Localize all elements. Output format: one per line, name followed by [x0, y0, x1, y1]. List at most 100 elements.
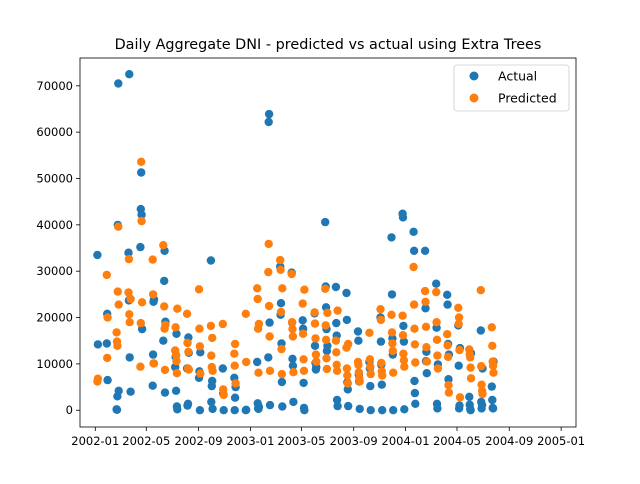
predicted-point — [288, 324, 297, 334]
actual-point — [444, 375, 453, 384]
actual-point — [476, 326, 485, 335]
chart-legend: Actual Predicted — [453, 64, 570, 112]
predicted-point — [149, 359, 159, 368]
actual-point — [378, 406, 387, 415]
actual-point — [342, 315, 352, 325]
y-tick-label: 50000 — [36, 172, 73, 186]
predicted-point — [454, 313, 464, 322]
predicted-point — [332, 366, 342, 375]
series-actual — [93, 70, 498, 415]
predicted-point — [195, 342, 205, 351]
predicted-point — [93, 374, 103, 383]
predicted-point — [466, 363, 475, 372]
predicted-point — [331, 336, 341, 345]
actual-point — [387, 290, 397, 299]
predicted-point — [278, 284, 287, 293]
actual-point — [159, 336, 168, 345]
actual-point — [160, 276, 169, 286]
predicted-point — [420, 286, 430, 296]
predicted-point — [159, 241, 168, 250]
series-predicted — [93, 157, 498, 402]
predicted-point — [276, 265, 285, 274]
predicted-point — [321, 284, 330, 293]
predicted-point — [322, 354, 331, 363]
predicted-point — [344, 339, 353, 349]
predicted-point — [323, 308, 332, 318]
actual-point — [265, 400, 275, 410]
actual-point — [264, 353, 273, 362]
actual-point — [443, 290, 452, 299]
predicted-point — [206, 321, 216, 331]
actual-point — [331, 282, 341, 292]
actual-point — [173, 405, 182, 414]
actual-point — [208, 376, 217, 386]
actual-point — [264, 117, 273, 127]
actual-point — [276, 299, 286, 308]
predicted-point — [113, 341, 122, 350]
actual-point — [160, 388, 170, 397]
predicted-point — [287, 318, 297, 327]
actual-point — [465, 392, 474, 401]
predicted-point — [184, 347, 193, 356]
actual-point — [433, 404, 442, 413]
predicted-point — [241, 309, 250, 318]
actual-point — [422, 369, 431, 378]
actual-point — [102, 339, 112, 348]
actual-point — [355, 404, 364, 414]
predicted-point — [171, 323, 180, 332]
predicted-point — [466, 353, 475, 362]
predicted-point — [173, 304, 182, 313]
actual-point — [253, 357, 262, 367]
predicted-point — [409, 262, 418, 272]
predicted-point — [477, 380, 486, 389]
actual-point — [333, 401, 342, 411]
actual-point — [400, 405, 409, 414]
predicted-point — [422, 357, 431, 366]
predicted-point — [343, 371, 352, 380]
y-tick-label: 10000 — [36, 357, 73, 371]
actual-point — [288, 354, 297, 363]
predicted-point — [366, 369, 375, 379]
actual-point — [488, 395, 497, 405]
actual-point — [148, 381, 157, 390]
actual-point — [183, 399, 193, 408]
actual-point — [409, 246, 419, 255]
predicted-point — [433, 351, 442, 360]
actual-point — [354, 336, 363, 345]
predicted-point — [388, 346, 397, 356]
predicted-point — [478, 389, 487, 399]
predicted-point — [389, 368, 398, 377]
axes-layer: 2002-01 2002-05 2002-09 2003-01 2003-05 2003-… — [36, 57, 585, 448]
actual-point — [218, 364, 227, 373]
predicted-point — [137, 298, 147, 307]
predicted-point — [376, 315, 386, 325]
predicted-point — [310, 319, 320, 328]
actual-point — [136, 242, 145, 252]
legend-box — [453, 64, 570, 112]
predicted-point — [333, 306, 342, 315]
predicted-point — [124, 254, 134, 264]
predicted-point — [354, 360, 363, 369]
predicted-point — [172, 369, 182, 378]
predicted-point — [312, 357, 321, 366]
predicted-point — [230, 339, 240, 349]
actual-point — [93, 340, 103, 349]
predicted-point — [443, 330, 452, 339]
actual-point — [332, 395, 342, 405]
actual-point — [399, 337, 409, 346]
actual-point — [112, 405, 122, 414]
legend-label-actual: Actual — [498, 69, 537, 84]
predicted-point — [410, 340, 420, 349]
actual-point — [410, 388, 420, 398]
predicted-point — [387, 328, 397, 337]
predicted-point — [299, 366, 309, 375]
actual-point — [332, 318, 341, 328]
x-tick-label: 2005-01 — [537, 434, 585, 448]
x-tick-label: 2003-05 — [277, 434, 325, 448]
predicted-point — [171, 350, 181, 360]
predicted-point — [207, 351, 216, 360]
predicted-point — [277, 369, 287, 379]
predicted-point — [399, 356, 409, 365]
actual-point — [126, 387, 135, 396]
